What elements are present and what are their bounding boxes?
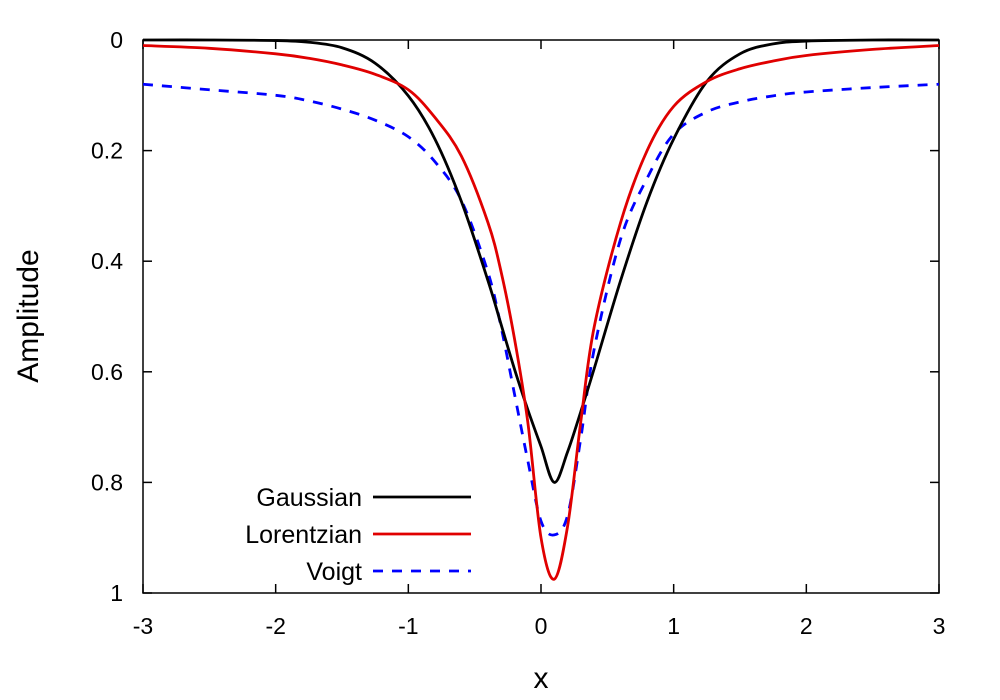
x-ticks: -3 -2 -1 0 1 2 3 [133, 40, 946, 639]
series-line-voigt [142, 82, 940, 537]
legend: Gaussian Lorentzian Voigt [245, 484, 471, 586]
y-tick-label: 0.2 [91, 138, 123, 164]
series-line-gaussian [142, 38, 940, 484]
x-tick-label: -1 [398, 613, 418, 639]
legend-label-gaussian: Gaussian [256, 484, 362, 512]
y-tick-label: 0.8 [91, 469, 123, 495]
x-tick-label: 2 [800, 613, 813, 639]
series-layer [142, 38, 940, 581]
legend-label-voigt: Voigt [306, 558, 362, 586]
x-tick-label: -2 [265, 613, 285, 639]
x-axis-title: x [534, 662, 549, 695]
x-tick-label: 0 [535, 613, 548, 639]
x-tick-label: 1 [667, 613, 680, 639]
y-ticks: 0 0.2 0.4 0.6 0.8 1 [91, 27, 939, 606]
series-line-lorentzian [142, 44, 940, 581]
y-tick-label: 1 [110, 580, 123, 606]
x-tick-label: 3 [933, 613, 946, 639]
y-tick-label: 0.4 [91, 248, 123, 274]
y-axis-title: Amplitude [12, 249, 45, 382]
x-tick-label: -3 [133, 613, 153, 639]
legend-label-lorentzian: Lorentzian [245, 521, 362, 549]
y-tick-label: 0 [110, 27, 123, 53]
y-tick-label: 0.6 [91, 359, 123, 385]
